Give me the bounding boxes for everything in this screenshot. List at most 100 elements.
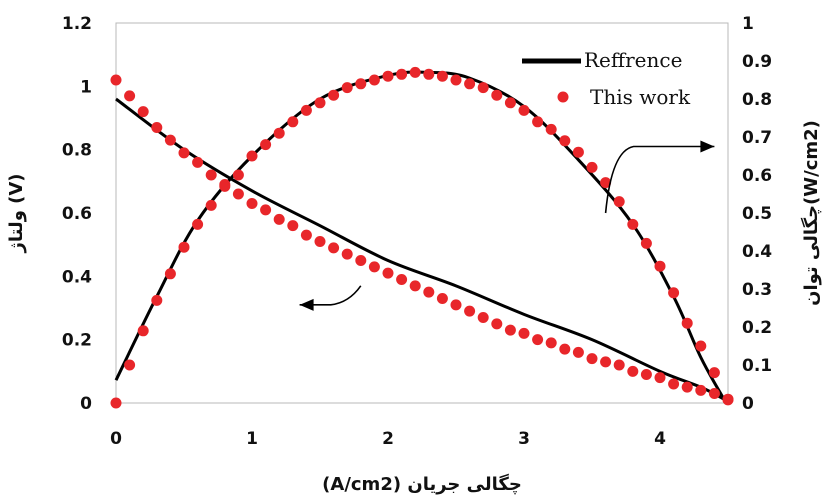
this-work-point-left	[613, 359, 625, 371]
this-work-point-left	[355, 255, 367, 266]
this-work-point-left	[491, 318, 503, 330]
x-tick-label: 3	[518, 429, 530, 449]
this-work-point-left	[246, 198, 258, 209]
this-work-point-left	[532, 334, 544, 346]
this-work-point-left	[314, 236, 326, 247]
this-work-point-right	[423, 68, 435, 80]
this-work-point-right	[246, 150, 258, 162]
y-right-tick-label: 0.8	[742, 90, 772, 110]
this-work-point-right	[178, 241, 190, 253]
this-work-point-right	[654, 260, 666, 272]
this-work-point-right	[355, 78, 367, 90]
y-right-tick-label: 0.7	[742, 128, 772, 148]
y-left-tick-label: 0	[80, 394, 92, 414]
y-left-tick-label: 0.2	[62, 331, 92, 351]
this-work-point-right	[192, 218, 204, 230]
this-work-point-left	[572, 346, 584, 358]
this-work-point-left	[178, 147, 190, 159]
this-work-point-left	[600, 356, 612, 368]
x-axis-title: (A/cm2) چگالی جریان	[322, 473, 522, 495]
right-tick-labels: 0 0.1 0.2 0.3 0.4 0.5 0.6 0.7 0.8 0.9 1	[742, 14, 772, 414]
this-work-point-right	[491, 89, 503, 101]
this-work-point-left	[545, 337, 557, 349]
legend-label-this-work: This work	[590, 85, 691, 109]
this-work-point-left	[382, 267, 394, 279]
this-work-point-right	[205, 199, 217, 211]
this-work-point-right	[219, 180, 231, 192]
y-axis-right-title: چگالی توان(W/cm2)	[800, 120, 822, 306]
legend-label-reffrence: Reffrence	[584, 48, 682, 72]
reference-line-right	[114, 70, 726, 400]
this-work-point-right	[708, 367, 720, 379]
this-work-point-right	[124, 359, 136, 371]
this-work-point-right	[110, 397, 122, 409]
reference-lines	[114, 70, 726, 401]
this-work-point-right	[232, 169, 244, 181]
this-work-point-right	[368, 74, 380, 86]
this-work-point-right	[600, 177, 612, 189]
y-right-tick-label: 0.3	[742, 280, 772, 300]
y-left-tick-label: 1	[80, 77, 92, 97]
this-work-point-left	[518, 327, 530, 339]
y-right-tick-label: 0.6	[742, 166, 772, 186]
this-work-point-left	[300, 229, 312, 241]
this-work-point-right	[586, 161, 598, 173]
y-left-tick-label: 0.6	[62, 204, 92, 224]
this-work-point-right	[695, 340, 707, 352]
this-work-point-left	[341, 248, 353, 260]
y-left-tick-label: 0.8	[62, 141, 92, 161]
this-work-point-left	[232, 188, 244, 200]
y-right-tick-label: 0.4	[742, 242, 772, 262]
this-work-point-right	[164, 268, 176, 280]
x-tick-label: 0	[110, 429, 122, 449]
left-tick-labels: 0 0.2 0.4 0.6 0.8 1 1.2	[62, 14, 92, 414]
this-work-point-left	[695, 384, 707, 396]
this-work-point-left	[164, 134, 176, 146]
annotation-arrow-head	[700, 140, 715, 153]
x-tick-label: 2	[382, 429, 394, 449]
this-work-point-right	[640, 237, 652, 249]
annotation-arrow-head	[299, 298, 314, 311]
this-work-point-right	[396, 68, 408, 80]
this-work-point-left	[464, 305, 476, 317]
this-work-point-left	[110, 74, 122, 86]
y-axis-left-title: ولتاژ (V)	[6, 173, 27, 253]
y-right-tick-label: 0.9	[742, 52, 772, 72]
reference-line-left	[115, 97, 725, 401]
this-work-point-left	[260, 204, 272, 216]
this-work-point-right	[545, 123, 557, 135]
this-work-point-right	[504, 97, 516, 109]
this-work-point-left	[396, 274, 408, 285]
this-work-point-left	[640, 369, 652, 380]
this-work-point-right	[477, 82, 489, 94]
y-right-tick-label: 1	[742, 14, 754, 34]
annotation-arrow-line	[299, 285, 362, 306]
this-work-point-right	[382, 70, 394, 82]
this-work-point-right	[668, 287, 680, 299]
this-work-point-left	[287, 220, 299, 232]
this-work-point-left	[504, 324, 516, 336]
y-right-tick-label: 0.5	[742, 204, 772, 224]
this-work-point-left	[137, 106, 149, 118]
this-work-point-right	[627, 218, 639, 230]
y-left-tick-label: 0.4	[62, 267, 92, 287]
this-work-point-left	[328, 242, 340, 254]
this-work-point-left	[423, 286, 435, 298]
this-work-point-right	[328, 89, 340, 101]
this-work-point-right	[260, 139, 272, 151]
this-work-point-left	[192, 156, 204, 168]
this-work-point-left	[708, 388, 720, 399]
y-right-tick-label: 0.1	[742, 356, 772, 376]
this-work-point-right	[287, 116, 299, 128]
this-work-point-right	[273, 127, 285, 139]
this-work-point-right	[532, 116, 544, 128]
this-work-point-right	[681, 317, 693, 329]
x-tick-labels: 0 1 2 3 4	[110, 429, 666, 449]
this-work-points	[110, 66, 734, 409]
this-work-point-left	[368, 261, 380, 273]
this-work-point-left	[273, 213, 285, 225]
this-work-point-right	[314, 97, 326, 109]
this-work-point-right	[436, 70, 448, 82]
this-work-point-left	[477, 312, 489, 323]
